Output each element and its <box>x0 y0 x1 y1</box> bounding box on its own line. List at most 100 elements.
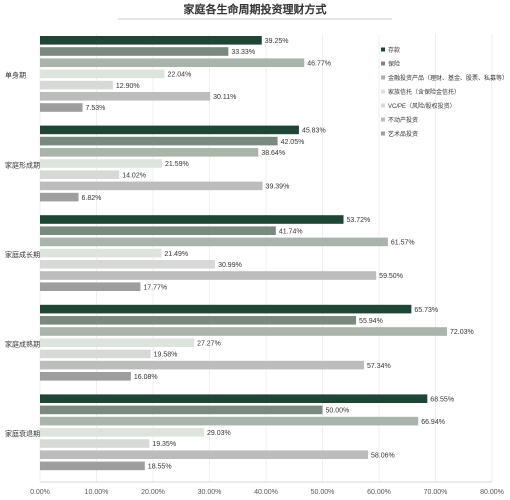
legend-swatch <box>381 131 385 136</box>
value-label: 65.73% <box>414 307 438 314</box>
bar <box>40 405 323 415</box>
value-label: 33.33% <box>231 49 255 56</box>
category-label: 家庭成熟期 <box>5 340 40 349</box>
category-label: 家庭形成期 <box>5 160 40 169</box>
bar <box>40 148 259 157</box>
x-axis-ticks: 0.00% 10.00% 20.00% 30.00% 40.00% 50.00% 60.00… <box>30 489 504 496</box>
value-label: 45.83% <box>302 128 326 135</box>
value-label: 30.99% <box>218 262 242 269</box>
value-label: 41.74% <box>279 228 303 235</box>
bar <box>40 92 211 101</box>
bar <box>40 69 165 79</box>
bar <box>40 349 151 359</box>
category-label: 家庭衰退期 <box>5 429 40 438</box>
bar <box>40 80 113 90</box>
value-label: 66.94% <box>421 419 445 426</box>
bar <box>40 394 428 403</box>
value-label: 21.59% <box>165 161 189 168</box>
bar <box>40 170 120 179</box>
value-label: 55.94% <box>359 318 383 325</box>
bar <box>40 260 216 269</box>
bar <box>40 192 79 202</box>
legend-entry: 艺术品投资 <box>388 130 418 138</box>
bar <box>40 327 447 336</box>
x-tick-label: 60.00% <box>367 489 391 496</box>
bar <box>40 58 305 67</box>
category-label: 家庭成长期 <box>5 250 40 259</box>
legend-swatch <box>381 47 385 52</box>
legend-entry: 不动产投资 <box>388 116 418 124</box>
bar <box>40 360 364 370</box>
value-label: 68.55% <box>430 396 454 403</box>
value-label: 21.49% <box>164 251 188 258</box>
value-label: 61.57% <box>391 240 415 247</box>
value-label: 39.25% <box>265 38 289 45</box>
category-label: 单身期 <box>5 71 26 80</box>
x-tick-label: 0.00% <box>30 489 50 496</box>
value-label: 7.53% <box>86 105 106 112</box>
bar <box>40 47 229 56</box>
x-tick-label: 20.00% <box>141 489 165 496</box>
x-tick-label: 40.00% <box>254 489 278 496</box>
value-labels: 39.25% 33.33% 46.77% 22.04% 12.90% 30.11% 7.53… <box>82 38 474 471</box>
bar <box>40 159 162 168</box>
bar <box>40 136 278 146</box>
value-label: 30.11% <box>213 94 236 101</box>
bar <box>40 181 263 191</box>
bar <box>40 304 412 314</box>
value-label: 27.27% <box>197 340 221 347</box>
legend-swatch <box>381 89 385 94</box>
value-label: 14.02% <box>122 172 146 179</box>
bar <box>40 428 205 437</box>
bar <box>40 226 276 235</box>
value-label: 17.77% <box>143 284 167 291</box>
bar <box>40 103 83 112</box>
bar <box>40 282 141 291</box>
x-tick-label: 50.00% <box>311 489 335 496</box>
bar <box>40 36 262 45</box>
value-label: 38.64% <box>261 150 285 157</box>
bar <box>40 372 131 381</box>
bar <box>40 461 145 471</box>
value-label: 29.03% <box>207 430 231 437</box>
bar <box>40 215 344 224</box>
x-tick-label: 30.00% <box>198 489 222 496</box>
chart-title: 家庭各生命周期投资理财方式 <box>184 2 327 16</box>
bar <box>40 237 388 247</box>
x-tick-label: 70.00% <box>424 489 448 496</box>
value-label: 57.34% <box>367 363 391 370</box>
legend-entry: 保险 <box>388 60 400 68</box>
bar <box>40 271 377 280</box>
value-label: 39.39% <box>266 184 290 191</box>
value-label: 18.55% <box>148 464 172 471</box>
x-tick-label: 80.00% <box>480 489 504 496</box>
legend-entry: 家族信托（含保险金信托） <box>388 88 460 96</box>
value-label: 46.77% <box>307 60 331 67</box>
value-label: 58.06% <box>371 452 395 459</box>
value-label: 12.90% <box>116 83 140 90</box>
bar <box>40 450 369 459</box>
x-tick-label: 10.00% <box>85 489 109 496</box>
bar <box>40 248 162 258</box>
gridlines <box>39 34 493 483</box>
legend-swatch <box>381 103 385 108</box>
value-label: 72.03% <box>450 329 474 336</box>
value-label: 6.82% <box>82 195 102 202</box>
value-label: 42.05% <box>281 139 305 146</box>
legend-entry: 存款 <box>388 46 400 54</box>
legend-swatch <box>381 117 385 122</box>
value-label: 22.04% <box>168 72 192 79</box>
legend-entry: VC/PE（风险/股权投资） <box>388 102 456 110</box>
bar <box>40 416 419 426</box>
value-label: 19.35% <box>152 441 176 448</box>
value-label: 59.50% <box>379 273 403 280</box>
legend-entry: 金融投资产品（理财、基金、股票、私募等） <box>388 74 508 82</box>
bar <box>40 338 195 347</box>
value-label: 50.00% <box>326 408 350 415</box>
legend-swatch <box>381 61 385 66</box>
bar <box>40 316 357 325</box>
bar <box>40 125 299 135</box>
